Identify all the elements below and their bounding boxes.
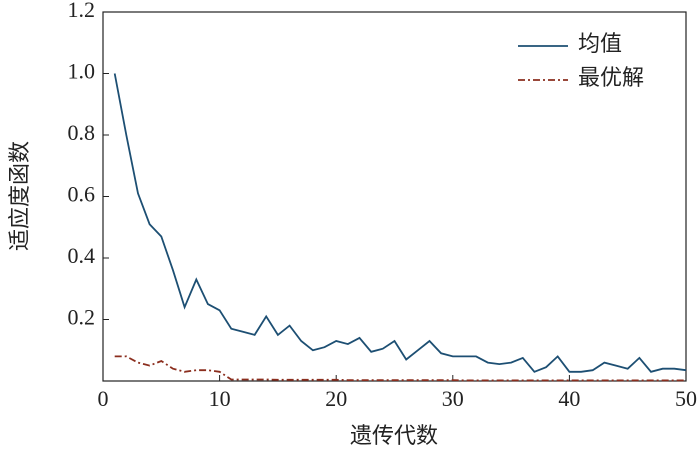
y-tick-label: 0.4 [68, 243, 96, 268]
y-tick-label: 0.6 [68, 182, 96, 207]
legend-label: 最优解 [578, 65, 644, 90]
x-tick-label: 50 [675, 386, 697, 411]
x-tick-label: 0 [98, 386, 109, 411]
series-line [113, 73, 687, 373]
x-axis-label: 遗传代数 [350, 423, 438, 448]
y-tick-label: 0.8 [68, 120, 96, 145]
y-tick-label: 1.0 [68, 59, 96, 84]
x-tick-label: 20 [325, 386, 347, 411]
series-line [114, 355, 686, 382]
x-tick-label: 30 [442, 386, 464, 411]
y-tick-label: 1.2 [68, 0, 96, 22]
x-tick-label: 40 [558, 386, 580, 411]
legend-label: 均值 [578, 31, 622, 56]
x-tick-label: 10 [209, 386, 231, 411]
y-tick-label: 0.2 [68, 305, 96, 330]
y-axis-label: 适应度函数 [7, 141, 32, 251]
